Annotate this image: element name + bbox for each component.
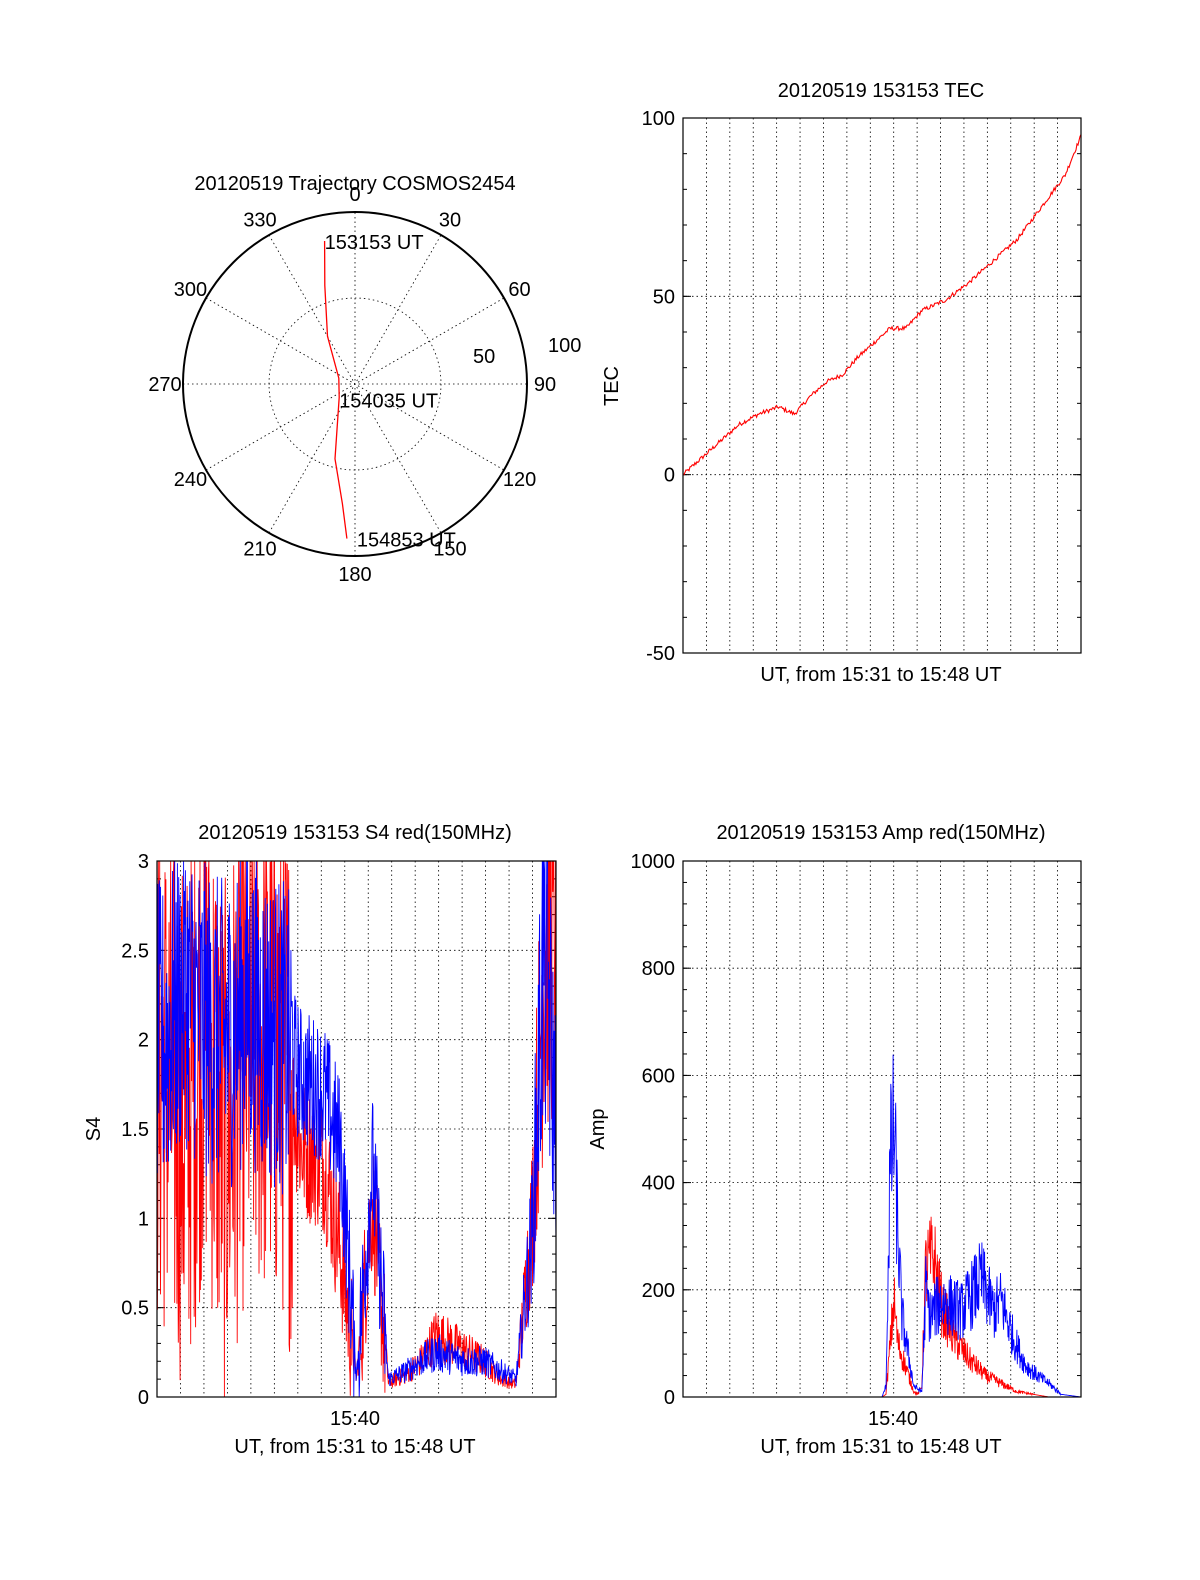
- s4-plot-ytick-label: 2.5: [121, 940, 149, 962]
- polar-azimuth-label: 150: [433, 539, 466, 561]
- s4-panel: 20120519 153153 S4 red(150MHz) 15:40 UT,…: [83, 822, 557, 1458]
- amp-plot-ytick-label: 400: [642, 1173, 675, 1195]
- tec-plot-ytick-label: 100: [642, 108, 675, 130]
- amp-plot-ytick-label: 1000: [631, 851, 676, 873]
- polar-time-label: 154853 UT: [357, 530, 456, 552]
- tec-panel: 20120519 153153 TEC UT, from 15:31 to 15…: [601, 80, 1082, 686]
- s4-plot-ytick-label: 0.5: [121, 1298, 149, 1320]
- polar-azimuth-label: 30: [439, 209, 461, 231]
- amp-plot-frame: [682, 860, 1082, 1398]
- s4-xtick-label: 15:40: [330, 1408, 380, 1430]
- tec-plot-ytick-label: 50: [653, 286, 675, 308]
- polar-azimuth-label: 90: [534, 374, 556, 396]
- polar-azimuth-label: 240: [174, 469, 207, 491]
- polar-azimuth-label: 60: [508, 279, 530, 301]
- polar-azimuth-label: 300: [174, 279, 207, 301]
- polar-title: 20120519 Trajectory COSMOS2454: [194, 173, 515, 195]
- amp-plot-ytick-label: 0: [664, 1387, 675, 1409]
- polar-spokes: [183, 212, 527, 556]
- s4-plot-series-1: [156, 860, 557, 1398]
- s4-plot-area: 0 0.5 1 1.5 2 2.5 3: [121, 851, 557, 1409]
- amp-plot-ytick-label: 600: [642, 1065, 675, 1087]
- polar-time-label: 153153 UT: [325, 232, 424, 254]
- amp-ylabel: Amp: [587, 1108, 609, 1149]
- amp-plot-series-1: [683, 1054, 1082, 1398]
- polar-azimuth-label: 180: [338, 564, 371, 586]
- amp-xlabel: UT, from 15:31 to 15:48 UT: [760, 1436, 1001, 1458]
- amp-plot-area: 0 200 400 600 800 1000: [631, 851, 1082, 1409]
- tec-ylabel: TEC: [601, 366, 623, 406]
- amp-plot-series-0: [683, 1216, 1081, 1398]
- tec-title: 20120519 153153 TEC: [778, 80, 984, 102]
- polar-radial-label-50: 50: [473, 346, 495, 368]
- amp-xtick-label: 15:40: [868, 1408, 918, 1430]
- tec-plot-ytick-label: 0: [664, 465, 675, 487]
- polar-azimuth-label: 330: [243, 209, 276, 231]
- s4-ylabel: S4: [83, 1117, 105, 1141]
- tec-plot-frame: [682, 117, 1082, 654]
- polar-spoke-150: [268, 234, 442, 534]
- s4-plot-frame: [156, 860, 557, 1398]
- polar-azimuth-label: 270: [148, 374, 181, 396]
- s4-plot-ytick-label: 2: [138, 1030, 149, 1052]
- polar-azimuth-label: 120: [503, 469, 536, 491]
- polar-trajectory-track: 153153 UT 154035 UT 154853 UT: [323, 232, 456, 552]
- polar-trajectory-line: [323, 240, 348, 539]
- amp-panel: 20120519 153153 Amp red(150MHz) 15:40 UT…: [587, 822, 1082, 1458]
- s4-plot-ytick-label: 3: [138, 851, 149, 873]
- amp-plot-ytick-label: 800: [642, 958, 675, 980]
- tec-plot-ytick-label: -50: [646, 643, 675, 665]
- tec-xlabel: UT, from 15:31 to 15:48 UT: [760, 664, 1001, 686]
- amp-title: 20120519 153153 Amp red(150MHz): [716, 822, 1045, 844]
- s4-plot-ytick-label: 0: [138, 1387, 149, 1409]
- polar-radial-label-100: 100: [548, 335, 581, 357]
- s4-plot-ytick-label: 1.5: [121, 1119, 149, 1141]
- tec-plot-series-0: [682, 134, 1082, 476]
- polar-azimuth-label: 210: [243, 539, 276, 561]
- polar-azimuth-label: 0: [349, 184, 360, 206]
- s4-plot-ytick-label: 1: [138, 1208, 149, 1230]
- tec-plot-area: -50 0 50 100: [642, 108, 1082, 665]
- polar-trajectory-plot: 20120519 Trajectory COSMOS2454 0 30 60 90 12…: [148, 173, 581, 586]
- s4-title: 20120519 153153 S4 red(150MHz): [198, 822, 512, 844]
- polar-time-label: 154035 UT: [339, 390, 438, 412]
- s4-xlabel: UT, from 15:31 to 15:48 UT: [234, 1436, 475, 1458]
- amp-plot-ytick-label: 200: [642, 1280, 675, 1302]
- polar-azimuth-labels: 0 30 60 90 120 150 180 210 240 270 300 330: [148, 184, 556, 586]
